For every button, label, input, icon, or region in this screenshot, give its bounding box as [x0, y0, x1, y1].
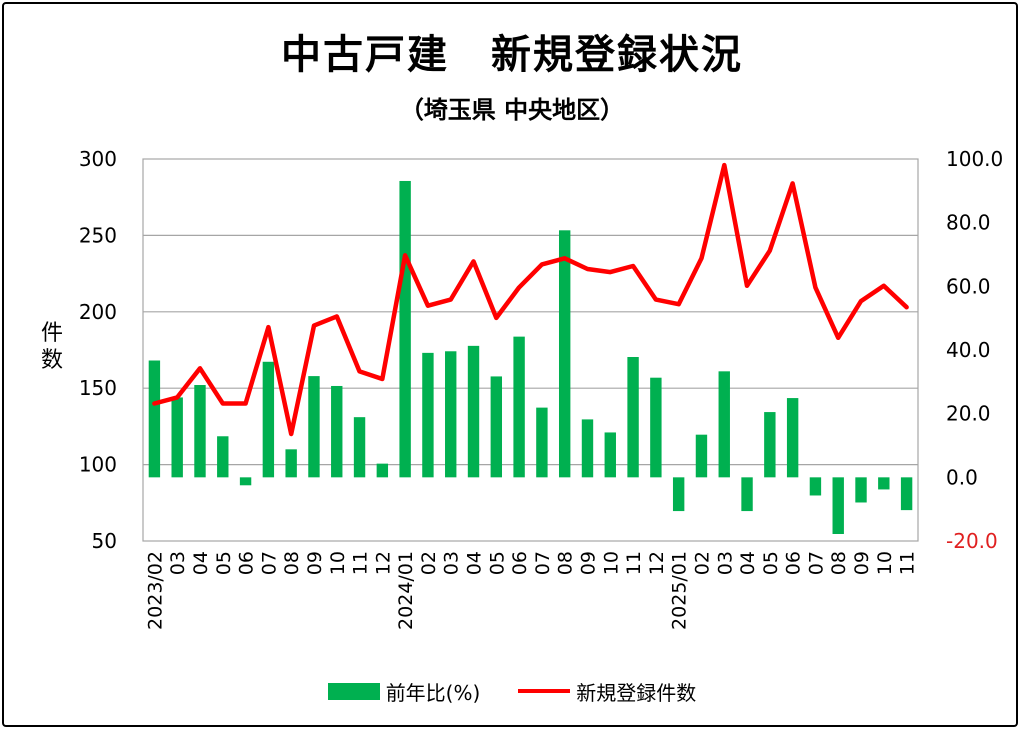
bar — [513, 336, 525, 478]
bar — [422, 352, 434, 478]
x-tick-label: 09 — [577, 551, 599, 575]
legend-label-line: 新規登録件数 — [576, 680, 697, 705]
x-tick-label: 10 — [874, 551, 896, 575]
bar — [308, 376, 320, 478]
bar — [650, 377, 662, 478]
x-tick-label: 03 — [167, 551, 189, 575]
bar — [718, 371, 730, 478]
y-right-tick-label: 80.0 — [946, 211, 991, 235]
bar — [855, 477, 867, 503]
x-tick-label: 04 — [464, 551, 486, 575]
x-tick-label: 10 — [600, 551, 622, 575]
x-tick-label: 08 — [281, 551, 303, 575]
x-tick-label: 11 — [623, 551, 645, 575]
x-tick-label: 2023/02 — [144, 551, 166, 630]
x-tick-label: 05 — [213, 551, 235, 575]
legend-item-bar: 前年比(%) — [327, 677, 481, 706]
bar — [445, 351, 457, 478]
y-right-tick-label: 0.0 — [946, 465, 978, 489]
bar — [900, 477, 913, 511]
x-tick-label: 08 — [828, 551, 850, 575]
y-right-tick-label: 20.0 — [946, 402, 991, 426]
bar — [331, 385, 343, 478]
bar — [399, 180, 411, 478]
x-tick-label: 02 — [418, 551, 440, 575]
bar — [217, 436, 229, 478]
y-left-tick-label: 100 — [79, 453, 117, 477]
legend-label-bar: 前年比(%) — [385, 680, 481, 705]
legend-item-line: 新規登録件数 — [518, 677, 696, 706]
bar — [809, 477, 822, 496]
x-tick-label: 10 — [327, 551, 349, 575]
x-tick-label: 09 — [851, 551, 873, 575]
y-left-tick-label: 150 — [79, 376, 117, 400]
series-line — [152, 162, 909, 437]
x-tick-label: 07 — [532, 551, 554, 575]
y-right-tick-label: 40.0 — [946, 338, 991, 362]
bar — [764, 412, 776, 478]
legend-swatch-bar — [327, 682, 380, 700]
x-tick-label: 04 — [190, 551, 212, 575]
bar — [148, 360, 161, 478]
x-tick-label: 2025/01 — [669, 551, 691, 630]
x-tick-label: 06 — [509, 551, 531, 575]
chart-subtitle: （埼玉県 中央地区） — [399, 96, 625, 124]
y-left-tick-label: 300 — [79, 147, 117, 171]
x-tick-label: 08 — [555, 551, 577, 575]
x-tick-label: 12 — [646, 551, 668, 575]
x-tick-label: 11 — [350, 551, 372, 575]
x-tick-label: 09 — [304, 551, 326, 575]
bar — [490, 376, 503, 478]
plot-area — [142, 158, 919, 542]
x-tick-label: 05 — [486, 551, 508, 575]
x-tick-label: 07 — [258, 551, 280, 575]
bar — [376, 463, 389, 478]
bar — [832, 477, 844, 534]
bar — [285, 449, 297, 478]
x-tick-label: 12 — [372, 551, 394, 575]
bar — [171, 397, 183, 478]
bar — [581, 419, 594, 478]
y-left-axis-label: 件 — [41, 321, 63, 346]
bar — [604, 432, 616, 478]
bar — [239, 477, 252, 486]
x-tick-label: 04 — [737, 551, 759, 575]
bar — [353, 417, 366, 478]
x-tick-label: 02 — [691, 551, 713, 575]
bar — [672, 477, 685, 512]
bar — [467, 345, 480, 478]
x-tick-label: 11 — [897, 551, 919, 575]
bar — [558, 230, 571, 478]
bar — [262, 361, 275, 478]
legend: 前年比(%) 新規登録件数 — [0, 676, 1024, 706]
bar — [786, 398, 799, 478]
bar — [536, 407, 548, 478]
y-right-tick-label: 60.0 — [946, 274, 991, 298]
y-left-axis-label: 数 — [41, 348, 63, 373]
x-tick-label: 03 — [441, 551, 463, 575]
chart-title: 中古戸建 新規登録状況 — [281, 32, 743, 78]
x-tick-label: 07 — [805, 551, 827, 575]
bar — [878, 477, 890, 490]
y-left-tick-label: 50 — [92, 529, 117, 553]
legend-swatch-line — [518, 689, 571, 693]
y-right-tick-label: 100.0 — [946, 147, 1003, 171]
y-right-tick-label: -20.0 — [946, 529, 998, 553]
bar — [194, 385, 206, 478]
bar — [695, 434, 708, 478]
x-tick-label: 06 — [236, 551, 258, 575]
x-tick-label: 05 — [760, 551, 782, 575]
x-tick-label: 03 — [714, 551, 736, 575]
bar — [741, 477, 753, 512]
y-left-tick-label: 250 — [79, 223, 117, 247]
x-tick-label: 06 — [783, 551, 805, 575]
y-left-tick-label: 200 — [79, 300, 117, 324]
bar — [627, 357, 639, 478]
x-tick-label: 2024/01 — [395, 551, 417, 630]
